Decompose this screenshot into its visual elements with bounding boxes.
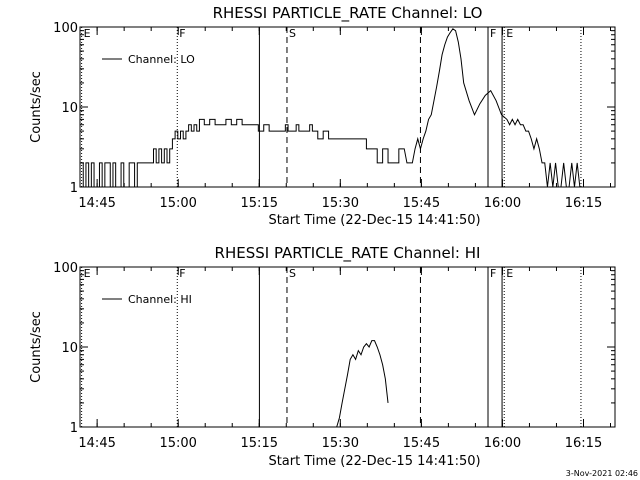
event-flag: F: [490, 267, 496, 280]
y-tick-label: 10: [61, 341, 78, 356]
event-flag: F: [179, 27, 185, 40]
y-axis-label: Counts/sec: [29, 71, 44, 143]
event-flag: E: [506, 267, 513, 280]
x-tick-label: 16:00: [484, 436, 521, 451]
y-tick-label: 10: [61, 101, 78, 116]
event-flag: F: [490, 27, 496, 40]
timestamp-label: 3-Nov-2021 02:46: [565, 469, 638, 478]
x-tick-label: 15:15: [241, 436, 278, 451]
y-tick-label: 1: [70, 181, 78, 196]
chart-title: RHESSI PARTICLE_RATE Channel: HI: [215, 244, 481, 263]
x-tick-label: 14:45: [78, 436, 115, 451]
x-tick-label: 16:15: [565, 196, 602, 211]
series-line-hi: [336, 340, 389, 428]
x-tick-label: 15:00: [159, 436, 196, 451]
chart-panel-lo: RHESSI PARTICLE_RATE Channel: LO 1 10 100 14…: [29, 4, 616, 228]
x-tick-label: 15:45: [403, 436, 440, 451]
x-axis-label: Start Time (22-Dec-15 14:41:50): [268, 213, 480, 228]
event-flag: S: [289, 267, 296, 280]
event-flag: S: [289, 27, 296, 40]
x-tick-label: 15:30: [322, 436, 359, 451]
y-axis-label: Counts/sec: [29, 311, 44, 383]
x-tick-label: 15:00: [159, 196, 196, 211]
y-tick-label: 100: [53, 21, 78, 36]
x-tick-label: 16:15: [565, 436, 602, 451]
event-flag: E: [506, 27, 513, 40]
x-tick-label: 16:00: [484, 196, 521, 211]
x-tick-label: 15:15: [241, 196, 278, 211]
chart-panel-hi: RHESSI PARTICLE_RATE Channel: HI 1 10 100 14…: [29, 244, 616, 469]
event-flag: F: [179, 267, 185, 280]
plot-frame: [79, 26, 616, 188]
series-line-lo: [81, 28, 583, 188]
x-tick-label: 15:30: [322, 196, 359, 211]
chart-title: RHESSI PARTICLE_RATE Channel: LO: [213, 4, 483, 23]
x-tick-label: 14:45: [78, 196, 115, 211]
y-tick-label: 100: [53, 261, 78, 276]
y-tick-label: 1: [70, 421, 78, 436]
legend-label: Channel: LO: [128, 53, 195, 66]
plot-frame: [79, 266, 616, 428]
x-tick-label: 15:45: [403, 196, 440, 211]
legend-label: Channel: HI: [128, 293, 192, 306]
x-axis-label: Start Time (22-Dec-15 14:41:50): [268, 454, 480, 469]
event-flag: E: [84, 267, 91, 280]
event-flag: E: [84, 27, 91, 40]
